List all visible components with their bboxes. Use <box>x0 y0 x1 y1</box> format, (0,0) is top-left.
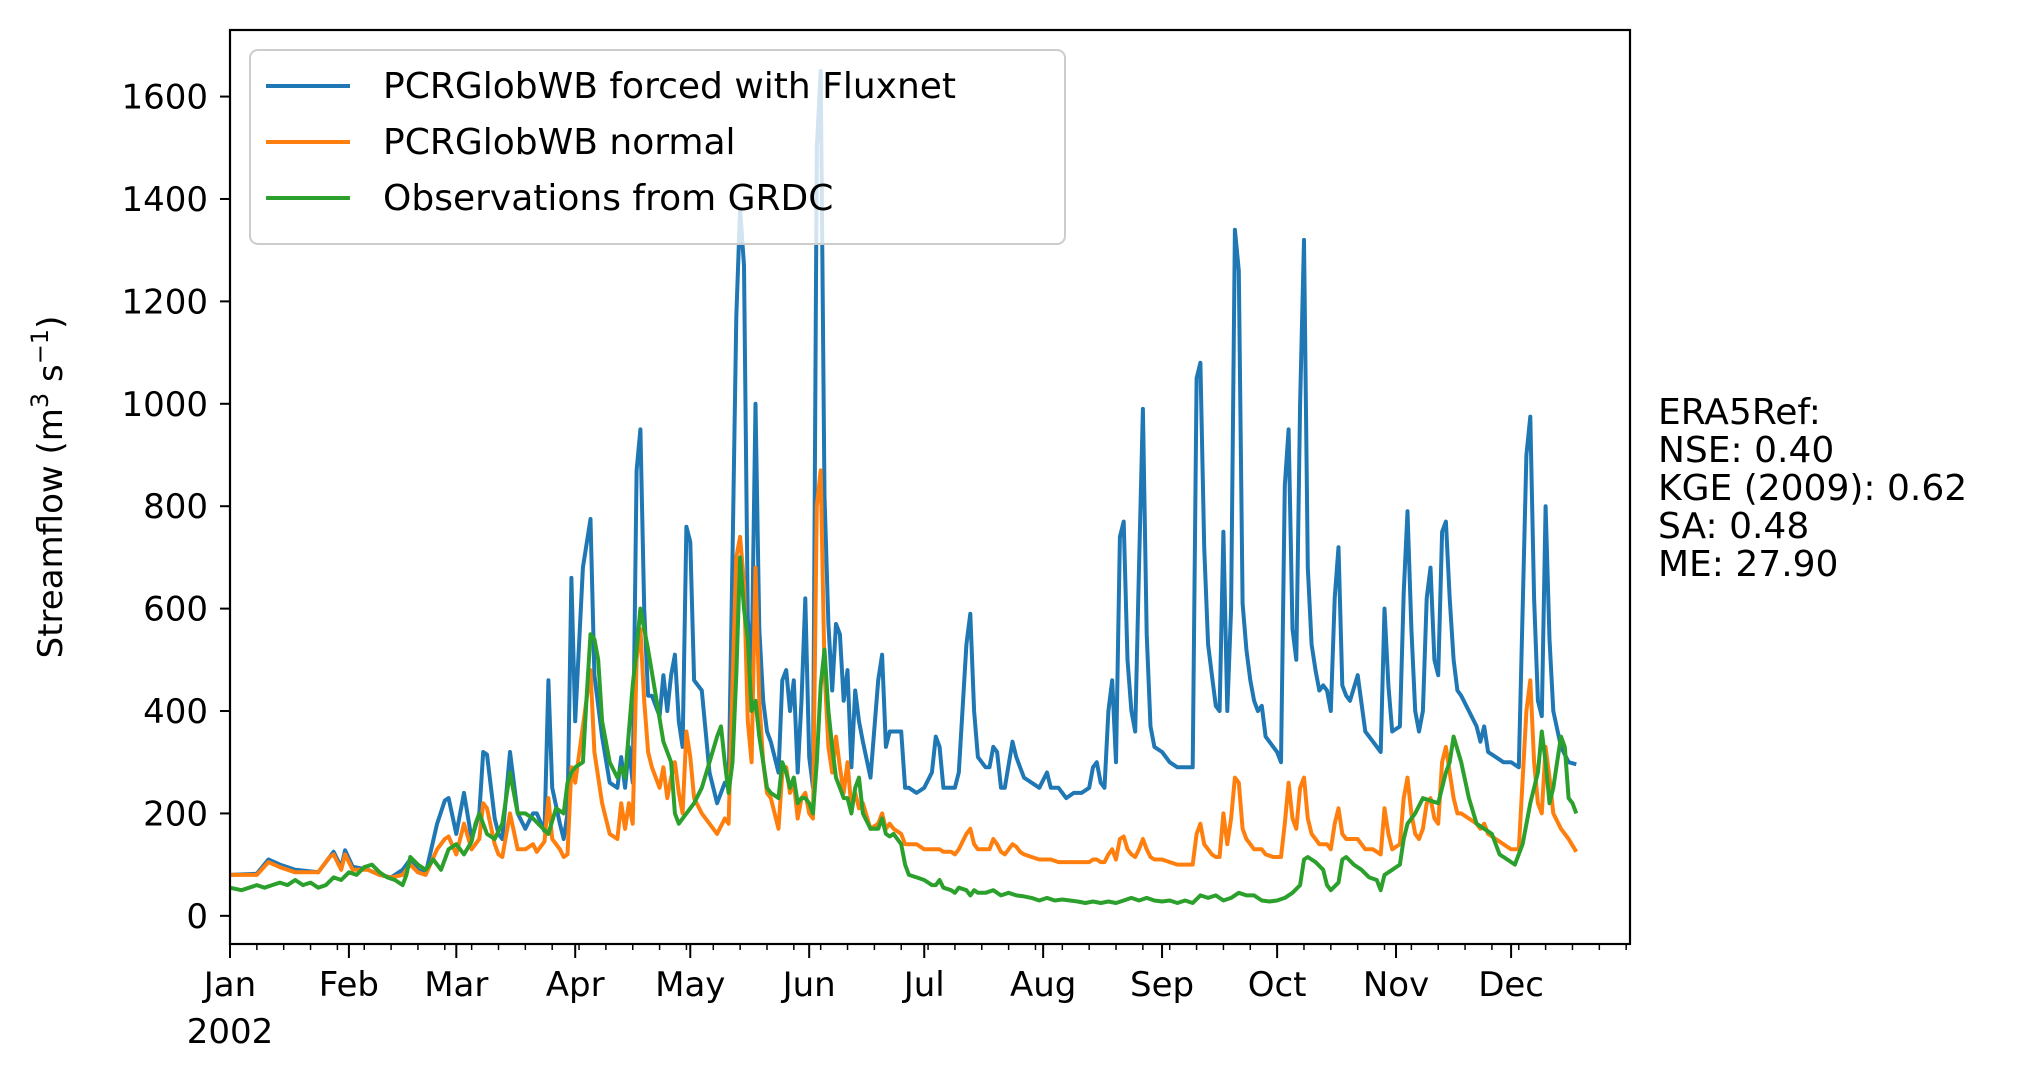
stats-line: SA: 0.48 <box>1658 506 1809 547</box>
x-tick-label: Mar <box>424 965 488 1005</box>
y-ticks: 0 200 400 600 800 1000 1200 1400 1600 <box>121 78 230 937</box>
stats-line: NSE: 0.40 <box>1658 430 1834 471</box>
x-tick-label: Sep <box>1130 965 1194 1005</box>
x-tick-label: Oct <box>1248 965 1307 1005</box>
legend-box <box>249 49 1066 245</box>
legend-label: Observations from GRDC <box>383 178 833 219</box>
y-tick-label: 600 <box>143 590 208 630</box>
x-tick-label: Aug <box>1010 965 1076 1005</box>
x-tick-label: Nov <box>1363 965 1429 1005</box>
series-line-2 <box>230 468 1579 880</box>
plot-frame <box>228 28 1632 946</box>
y-tick-label: 1200 <box>121 282 208 322</box>
x-tick-label: Jun <box>781 965 836 1005</box>
x-axis-year-label: 2002 <box>187 1012 274 1052</box>
series-layer <box>230 69 1579 905</box>
stats-line: KGE (2009): 0.62 <box>1658 468 1967 509</box>
y-tick-label: 1400 <box>121 180 208 220</box>
stats-line: ME: 27.90 <box>1658 544 1838 585</box>
stats-line: ERA5Ref: <box>1658 392 1821 433</box>
x-tick-label: Jul <box>902 965 945 1005</box>
x-ticks: Jan Feb Mar Apr May Jun Jul Aug Sep Oct Nov Dec <box>202 944 1627 1005</box>
series-line-3 <box>230 555 1579 905</box>
series-line-1 <box>230 69 1577 880</box>
x-tick-label: Apr <box>546 965 605 1005</box>
x-tick-label: Feb <box>319 965 379 1005</box>
y-tick-label: 1000 <box>121 385 208 425</box>
y-tick-label: 800 <box>143 487 208 527</box>
x-tick-label: Jan <box>202 965 256 1005</box>
y-tick-label: 200 <box>143 794 208 834</box>
legend: PCRGlobWB forced with Fluxnet PCRGlobWB n… <box>249 49 1066 245</box>
legend-label: PCRGlobWB normal <box>383 122 736 163</box>
y-tick-label: 400 <box>143 692 208 732</box>
legend-label: PCRGlobWB forced with Fluxnet <box>383 66 956 107</box>
y-axis-label: Streamflow (m3 s−1) <box>26 316 71 659</box>
x-tick-label: Dec <box>1478 965 1544 1005</box>
y-tick-label: 1600 <box>121 78 208 118</box>
x-tick-label: May <box>655 965 725 1005</box>
y-tick-label: 0 <box>186 897 208 937</box>
